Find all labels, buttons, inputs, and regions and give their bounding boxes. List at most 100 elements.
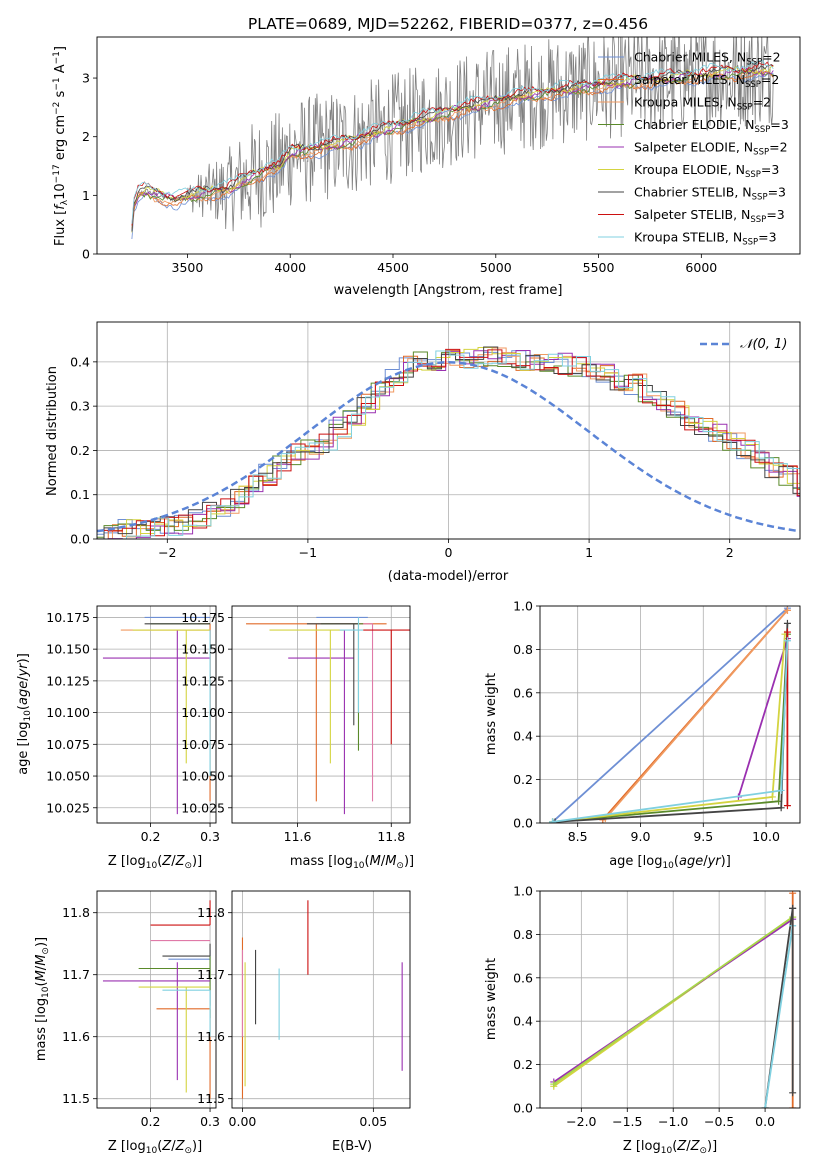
age-vs-mass-xtick-label-0: 11.6: [284, 829, 312, 844]
age-vs-z-ylabel: age [log10(age/yr)]: [16, 653, 33, 775]
spectrum-legend: Chabrier MILES, NSSP=2 Salpeter MILES, NS…: [598, 50, 789, 248]
weight-vs-age-ytick-label-3: 0.6: [513, 685, 533, 700]
age-vs-Z-xtick-label-0: 0.2: [141, 829, 161, 844]
spectrum-legend-label-5: Kroupa ELODIE, NSSP=3: [634, 162, 779, 180]
spectrum-xtick-label-1: 4000: [274, 260, 306, 275]
spectrum-ylabel: Flux [fλ10−17 erg cm−2 s−1 A−1]: [52, 46, 70, 246]
weight-vs-Z-ytick-label-0: 0.0: [513, 1101, 533, 1116]
weight-vs-z-panel: −2.0 −1.5 −1.0 −0.5 0.0 0.0 0.2 0.4 0.6 0.8 1.0 Z …: [484, 884, 801, 1156]
age-vs-Z-xtick-label-1: 0.3: [200, 829, 220, 844]
spectrum-xtick-label-2: 4500: [377, 260, 409, 275]
age-vs-z-panel: 0.2 0.3 10.025 10.050 10.075 10.100 10.125 10.1…: [16, 605, 220, 871]
spectrum-legend-label-7: Salpeter STELIB, NSSP=3: [634, 207, 785, 225]
weight-vs-Z-line-5: [764, 925, 794, 1108]
residuals-ylabel: Normed distribution: [45, 366, 60, 496]
spectrum-legend-label-2: Kroupa MILES, NSSP=2: [634, 95, 771, 113]
spectrum-model-line-4: [131, 66, 774, 232]
spectrum-ytick-label-1: 1: [82, 188, 90, 203]
spectrum-legend-label-8: Kroupa STELIB, NSSP=3: [634, 230, 777, 248]
spectrum-xtick-label-0: 3500: [172, 260, 204, 275]
age-vs-mass-xtick-label-1: 11.8: [377, 829, 405, 844]
spectrum-model-line-8: [131, 60, 774, 224]
spectrum-xtick-label-3: 5000: [480, 260, 512, 275]
weight-vs-age-marker-6-1: [777, 804, 785, 812]
weight-vs-Z-xtick-label-3: −0.5: [704, 1114, 734, 1129]
mass-vs-ebv-xtick-label-1: 0.05: [359, 1114, 387, 1129]
weight-vs-age-xtick-label-0: 8.5: [568, 829, 588, 844]
mass-vs-Z-ytick-label-1: 11.6: [62, 1029, 90, 1044]
mass-vs-z-plot-area: 0.2 0.3 11.5 11.6 11.7 11.8: [62, 890, 220, 1129]
weight-vs-Z-ytick-label-1: 0.2: [513, 1057, 533, 1072]
weight-vs-Z-marker-0-1: [789, 891, 797, 897]
residuals-xtick-label-2: 0: [445, 545, 453, 560]
age-vs-Z-ytick-label-2: 10.075: [46, 737, 90, 752]
residual-histogram-7: [97, 348, 800, 537]
mass-vs-z-ylabel: mass [log10(M/M⊙)]: [34, 937, 51, 1061]
weight-vs-age-plot-area: 8.5 9.0 9.5 10.0 0.0 0.2 0.4 0.6 0.8 1.0: [513, 599, 801, 844]
spectrum-model-line-0: [131, 72, 774, 240]
residuals-ytick-label-0: 0.0: [70, 532, 90, 547]
weight-vs-age-marker-8-1: [777, 786, 785, 794]
spectrum-legend-label-3: Chabrier ELODIE, NSSP=3: [634, 117, 789, 135]
age-vs-Z-errorbars: [102, 616, 211, 815]
spectrum-xtick-label-4: 5500: [583, 260, 615, 275]
spectrum-model-line-7: [131, 61, 774, 226]
residuals-ytick-label-1: 0.1: [70, 487, 90, 502]
spectrum-legend-label-0: Chabrier MILES, NSSP=2: [634, 50, 781, 68]
spectrum-ytick-label-0: 0: [82, 247, 90, 262]
age-vs-mass-ytick-label-6: 10.175: [181, 610, 225, 625]
age-vs-mass-frame: [231, 605, 411, 824]
weight-vs-z-ylabel: mass weight: [484, 958, 499, 1040]
weight-vs-age-ytick-label-0: 0.0: [513, 816, 533, 831]
weight-vs-Z-lines: [550, 891, 797, 1108]
spectrum-legend-label-4: Salpeter ELODIE, NSSP=2: [634, 140, 788, 158]
weight-vs-age-xtick-label-3: 10.0: [752, 829, 780, 844]
mass-vs-Z-errorbars: [102, 900, 211, 1099]
residuals-xtick-label-0: −2: [158, 545, 176, 560]
mass-vs-ebv-ytick-label-2: 11.7: [197, 967, 225, 982]
age-vs-Z-ytick-label-6: 10.175: [46, 610, 90, 625]
mass-vs-Z-ytick-label-2: 11.7: [62, 967, 90, 982]
age-vs-mass-ytick-label-3: 10.100: [181, 705, 225, 720]
weight-vs-Z-xtick-label-4: 0.0: [755, 1114, 775, 1129]
weight-vs-Z-ytick-label-2: 0.4: [513, 1014, 533, 1029]
weight-vs-Z-marker-6-0: [789, 1089, 797, 1097]
spectrum-model-line-2: [131, 68, 774, 232]
age-vs-Z-frame: [96, 605, 217, 824]
spectrum-plot-area: 3500 4000 4500 5000 5500 6000 0 1 2 3: [82, 36, 801, 275]
weight-vs-age-marker-7-1: [783, 628, 791, 636]
weight-vs-age-line-2: [604, 609, 789, 820]
weight-vs-age-ylabel: mass weight: [484, 673, 499, 755]
age-vs-mass-ytick-label-0: 10.025: [181, 800, 225, 815]
weight-vs-age-marker-6-2: [783, 619, 791, 627]
residuals-ytick-label-2: 0.2: [70, 443, 90, 458]
mass-vs-ebv-ytick-label-0: 11.5: [197, 1091, 225, 1106]
weight-vs-z-xlabel: Z [log10(Z/Z⊙)]: [623, 1139, 717, 1156]
weight-vs-age-marker-5-1: [768, 793, 776, 801]
age-vs-Z-ytick-label-1: 10.050: [46, 769, 90, 784]
age-vs-z-plot-area: 0.2 0.3 10.025 10.050 10.075 10.100 10.125 10.1…: [46, 605, 220, 844]
mass-vs-Z-xtick-label-0: 0.2: [141, 1114, 161, 1129]
weight-vs-age-line-4: [737, 638, 789, 798]
weight-vs-age-ytick-label-1: 0.2: [513, 772, 533, 787]
weight-vs-Z-frame: [539, 890, 801, 1109]
spectrum-data-line: [131, 37, 774, 232]
mass-vs-z-panel: 0.2 0.3 11.5 11.6 11.7 11.8 Z [log10(Z/Z⊙)] m…: [34, 890, 220, 1156]
residuals-legend: 𝒩(0, 1): [700, 337, 787, 352]
age-vs-Z-ytick-label-0: 10.025: [46, 800, 90, 815]
weight-vs-age-xlabel: age [log10(age/yr)]: [609, 854, 731, 871]
residuals-frame: [96, 321, 801, 540]
residuals-xtick-label-3: 1: [585, 545, 593, 560]
weight-vs-Z-line-3: [553, 916, 794, 1085]
weight-vs-age-xtick-label-2: 9.5: [693, 829, 713, 844]
weight-vs-age-panel: 8.5 9.0 9.5 10.0 0.0 0.2 0.4 0.6 0.8 1.0 age [log…: [484, 599, 801, 871]
age-vs-mass-ytick-label-2: 10.075: [181, 737, 225, 752]
mass-vs-ebv-ytick-label-3: 11.8: [197, 905, 225, 920]
weight-vs-Z-ytick-label-4: 0.8: [513, 927, 533, 942]
spectrum-xlabel: wavelength [Angstrom, rest frame]: [334, 283, 563, 298]
spectrum-panel: 3500 4000 4500 5000 5500 6000 0 1 2 3 wavelength …: [52, 36, 801, 298]
age-vs-mass-ytick-label-1: 10.050: [181, 769, 225, 784]
weight-vs-Z-xtick-label-0: −2.0: [566, 1114, 596, 1129]
weight-vs-Z-xtick-label-1: −1.5: [612, 1114, 642, 1129]
